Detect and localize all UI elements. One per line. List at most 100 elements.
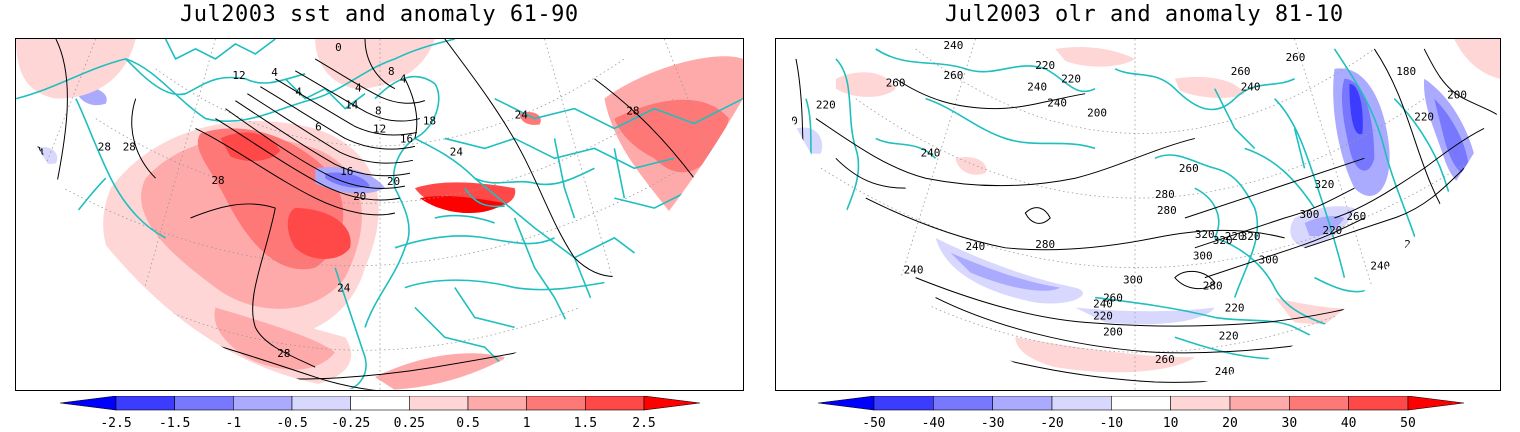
colorbar-tick-label: -0.5 xyxy=(276,416,307,431)
colorbar-tick-label: 30 xyxy=(1282,416,1298,431)
contour-label: 28 xyxy=(626,105,639,118)
colorbar-bin xyxy=(175,396,234,410)
contour-label: 28 xyxy=(277,347,290,360)
colorbar-tick-label: 2.5 xyxy=(632,416,655,431)
contour-label: 220 xyxy=(1225,301,1245,314)
contour-label: 260 xyxy=(1394,270,1414,283)
contour-label: 20 xyxy=(353,190,366,203)
contour-label: 240 xyxy=(1370,260,1390,273)
contour-label: 4 xyxy=(271,66,278,79)
contour-label: 300 xyxy=(1300,208,1320,221)
contour-label: 180 xyxy=(1396,65,1416,78)
graticule xyxy=(806,39,1474,390)
colorbar-bin xyxy=(527,396,586,410)
colorbar-tick-label: -10 xyxy=(1100,416,1123,431)
contour-label: 300 xyxy=(1123,274,1143,287)
contour-label: 220 xyxy=(816,99,836,112)
contour-label: 220 xyxy=(1414,111,1434,124)
colorbar-arrow-low xyxy=(60,396,116,410)
contour-label: 24 xyxy=(337,282,351,295)
colorbar-bin xyxy=(468,396,527,410)
colorbar-tick-label: -1 xyxy=(226,416,242,431)
contour-label: 260 xyxy=(944,69,964,82)
contour-label: 240 xyxy=(921,146,941,159)
colorbar-bin xyxy=(409,396,468,410)
contour-label: 200 xyxy=(1087,107,1107,120)
contour-label: 260 xyxy=(1103,292,1123,305)
contour-label: 220 xyxy=(1322,224,1342,237)
colorbar-tick-label: -30 xyxy=(981,416,1004,431)
contour-label: 280 xyxy=(1203,280,1223,293)
colorbar-bin xyxy=(1289,396,1348,410)
contour-label: 320 xyxy=(1315,178,1335,191)
colorbar-bin xyxy=(585,396,644,410)
contour-label: 260 xyxy=(1179,162,1199,175)
colorbar-arrow-high xyxy=(644,396,700,410)
contour-label: 0 xyxy=(335,41,342,54)
right-map-title: Jul2003 olr and anomaly 81-10 xyxy=(945,2,1344,27)
colorbar-tick-label: 20 xyxy=(1222,416,1238,431)
colorbar-bin xyxy=(116,396,175,410)
sst-map-canvas: 28 24 28 28 12 4 4 4 0 8 4 14 8 6 12 16 … xyxy=(16,39,743,390)
colorbar-arrow-low xyxy=(818,396,874,410)
contour-label: 200 xyxy=(812,190,832,203)
contour-label: 28 xyxy=(211,174,224,187)
colorbar-tick-label: -50 xyxy=(862,416,885,431)
colorbar-tick-label: 50 xyxy=(1400,416,1416,431)
contour-label: 28 xyxy=(98,140,111,153)
colorbar-bin xyxy=(1111,396,1170,410)
colorbar-tick-label: -1.5 xyxy=(159,416,190,431)
contour-label: 8 xyxy=(375,105,382,118)
contour-label: 28 xyxy=(123,140,136,153)
contour-label: 280 xyxy=(778,115,798,128)
colorbar-bin xyxy=(233,396,292,410)
contour-label: 8 xyxy=(388,65,395,78)
contour-label: 24 xyxy=(450,145,464,158)
contour-label: 240 xyxy=(1027,81,1047,94)
colorbar-bin xyxy=(874,396,933,410)
colorbar-bin xyxy=(1349,396,1408,410)
contour-label: 24 xyxy=(515,109,529,122)
colorbar-tick-label: 40 xyxy=(1341,416,1357,431)
olr-colorbar: -50 -40 -30 -20 -10 10 20 30 40 50 xyxy=(818,396,1464,432)
contour-label: 260 xyxy=(1155,353,1175,366)
colorbar-canvas xyxy=(818,396,1464,412)
contour-label: 240 xyxy=(965,240,985,253)
contour-label: 220 xyxy=(1093,309,1113,322)
sst-anomaly-map: 28 24 28 28 12 4 4 4 0 8 4 14 8 6 12 16 … xyxy=(15,38,744,391)
contour-label: 240 xyxy=(1047,97,1067,110)
colorbar-tick-label: -40 xyxy=(922,416,945,431)
colorbar-bin xyxy=(933,396,992,410)
contour-label: 280 xyxy=(1157,204,1177,217)
colorbar-tick-label: 1 xyxy=(523,416,531,431)
contour-label: 14 xyxy=(345,99,359,112)
contour-label: 20 xyxy=(387,175,400,188)
colorbar-tick-label: -0.25 xyxy=(331,416,370,431)
colorbar-bin xyxy=(292,396,351,410)
contour-label: 320 xyxy=(1213,234,1233,247)
contour-label: 4 xyxy=(355,82,362,95)
colorbar-tick-label: 0.25 xyxy=(394,416,425,431)
contour-label: 16 xyxy=(400,132,413,145)
sst-colorbar: -2.5 -1.5 -1 -0.5 -0.25 0.25 0.5 1 1.5 2.5 xyxy=(60,396,700,432)
colorbar-bin xyxy=(993,396,1052,410)
contour-label: 300 xyxy=(1193,250,1213,263)
olr-map-canvas: 280 260 240 220 220 240 240 260 200 180 … xyxy=(776,39,1500,390)
colorbar-tick-label: -2.5 xyxy=(100,416,131,431)
colorbar-tick-label: -20 xyxy=(1040,416,1063,431)
contour-label: 4 xyxy=(400,73,407,86)
contour-label: 200 xyxy=(1103,325,1123,338)
contour-label: 280 xyxy=(1404,238,1424,251)
contour-label: 260 xyxy=(1286,51,1306,64)
colorbar-bin xyxy=(1171,396,1230,410)
contour-label: 300 xyxy=(1259,254,1279,267)
olr-anomaly-map: 280 260 240 220 220 240 240 260 200 180 … xyxy=(775,38,1501,391)
contour-label: 220 xyxy=(1035,59,1055,72)
contour-label: 4 xyxy=(295,86,302,99)
contour-label: 220 xyxy=(1219,329,1239,342)
contour-label: 320 xyxy=(1195,228,1215,241)
contour-label: 320 xyxy=(1241,230,1261,243)
left-map-title: Jul2003 sst and anomaly 61-90 xyxy=(180,2,579,27)
colorbar-tick-label: 1.5 xyxy=(574,416,597,431)
contour-label: 240 xyxy=(904,264,924,277)
